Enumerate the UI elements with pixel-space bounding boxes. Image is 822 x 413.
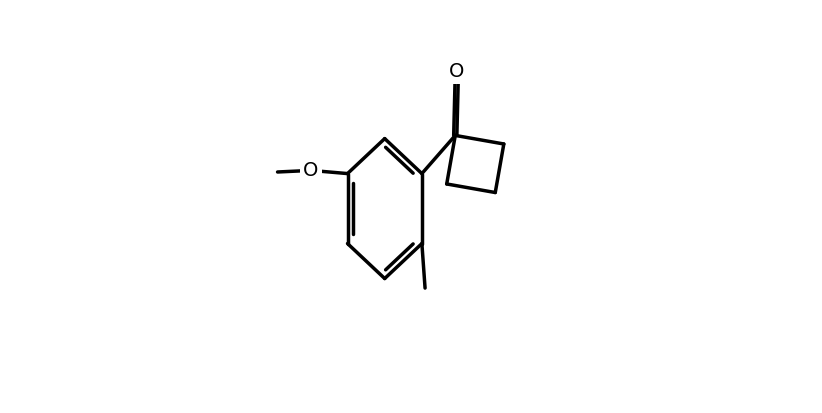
Text: O: O [303,161,319,180]
Text: O: O [449,62,464,81]
